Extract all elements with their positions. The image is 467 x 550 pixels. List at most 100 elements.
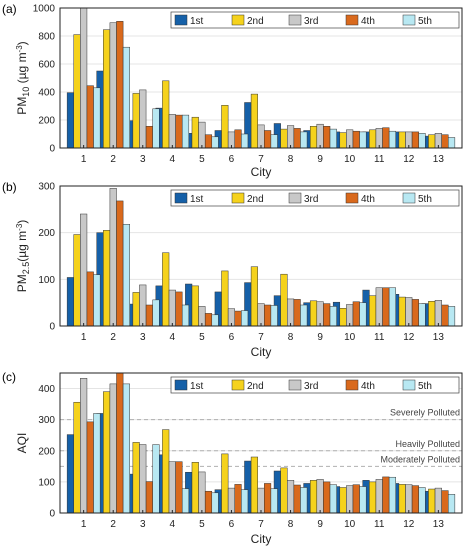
bar: [264, 483, 272, 514]
bar: [86, 421, 94, 514]
bar: [448, 137, 456, 149]
bar: [168, 114, 176, 149]
legend-swatch: [345, 379, 359, 391]
bar: [198, 471, 206, 514]
bar: [411, 485, 419, 514]
bar: [73, 234, 81, 327]
bar: [411, 299, 419, 327]
bar: [388, 130, 396, 149]
bar: [191, 462, 199, 514]
legend-swatch: [231, 14, 245, 26]
legend-label: 2nd: [247, 194, 264, 205]
bar: [175, 114, 183, 149]
bar: [287, 298, 295, 327]
panel-label: (b): [2, 180, 17, 194]
bar: [191, 285, 199, 327]
bar: [293, 299, 301, 327]
bar: [316, 123, 324, 149]
bar: [80, 213, 88, 327]
plot-frame: [59, 7, 463, 149]
bar: [66, 434, 75, 514]
bar: [139, 284, 147, 327]
bar: [175, 461, 183, 514]
reference-line-label: Moderately Polluted: [380, 454, 460, 464]
legend-swatch: [288, 192, 302, 204]
y-axis-title: PM10 (µg m-3): [15, 41, 31, 114]
bar: [86, 271, 94, 327]
bar: [66, 277, 75, 327]
legend: 1st 2nd 3rd 4th 5th: [170, 11, 460, 29]
bar: [122, 224, 130, 327]
bar: [441, 304, 449, 327]
bar: [132, 442, 140, 514]
bar: [329, 484, 337, 514]
bar: [93, 274, 101, 327]
bar: [441, 134, 449, 149]
panel-label: (c): [2, 370, 16, 384]
bar: [116, 372, 124, 514]
x-tick-label: 4: [170, 332, 176, 343]
bar: [352, 130, 360, 149]
bar: [405, 484, 413, 514]
x-tick-label: 1: [81, 154, 87, 165]
y-tick-label: 800: [38, 32, 55, 43]
bar: [270, 305, 278, 327]
y-tick-label: 400: [38, 384, 55, 395]
x-tick-label: 13: [433, 519, 445, 530]
legend-label: 1st: [190, 194, 204, 205]
bar: [309, 480, 318, 514]
bar: [168, 461, 176, 514]
panel-label: (a): [2, 2, 17, 16]
bar: [441, 490, 449, 514]
bar: [375, 287, 383, 327]
bar: [405, 297, 413, 327]
bar: [132, 93, 140, 149]
x-tick-label: 11: [374, 154, 385, 165]
bar: [329, 128, 337, 149]
bar: [116, 21, 124, 149]
bar: [257, 303, 265, 327]
y-tick-label: 300: [38, 415, 55, 426]
bar: [398, 131, 406, 149]
x-tick-label: 13: [433, 332, 445, 343]
bar: [204, 490, 213, 514]
bar: [280, 273, 288, 327]
y-tick-label: 300: [38, 182, 55, 193]
legend-swatch: [402, 379, 416, 391]
bar: [250, 266, 258, 327]
bar: [339, 487, 347, 514]
bar: [352, 301, 360, 327]
bar: [139, 444, 147, 514]
bar: [109, 22, 117, 149]
bar: [388, 287, 396, 327]
bar: [139, 89, 147, 149]
legend-swatch: [174, 192, 188, 204]
x-tick-label: 8: [288, 154, 294, 165]
bar: [198, 121, 206, 149]
bar: [234, 129, 242, 149]
bar: [270, 488, 278, 514]
bar: [300, 131, 308, 149]
y-axis-title: AQI: [15, 433, 29, 454]
bar: [109, 188, 117, 327]
bar: [293, 128, 301, 149]
legend-label: 3rd: [304, 194, 318, 205]
bar: [398, 296, 406, 327]
x-tick-label: 10: [344, 154, 356, 165]
bar: [257, 487, 265, 514]
y-tick-label: 100: [38, 275, 55, 286]
legend-label: 4th: [361, 381, 375, 392]
bar: [162, 252, 170, 327]
legend-swatch: [174, 14, 188, 26]
legend-swatch: [402, 14, 416, 26]
bar: [204, 134, 213, 149]
bar: [359, 486, 367, 514]
x-tick-label: 9: [317, 332, 323, 343]
legend-swatch: [174, 379, 188, 391]
bar: [339, 132, 347, 149]
bar: [434, 487, 442, 514]
bar: [346, 485, 354, 514]
legend-swatch: [288, 379, 302, 391]
bar: [270, 134, 278, 149]
plot-frame: [59, 372, 463, 514]
